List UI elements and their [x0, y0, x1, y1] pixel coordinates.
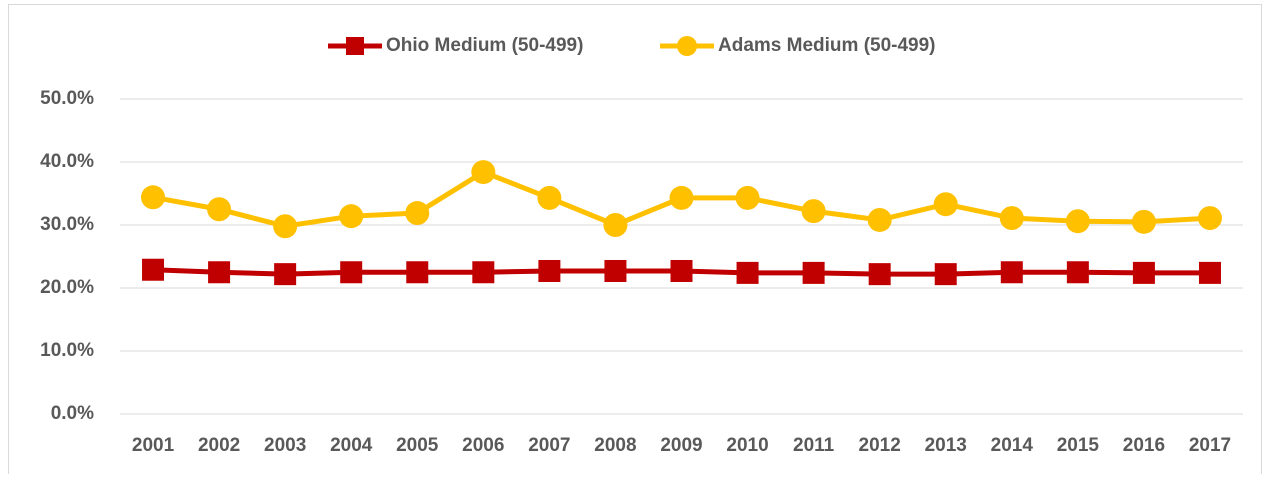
marker [208, 261, 231, 284]
y-tick-label: 10.0% [40, 340, 94, 361]
marker [339, 204, 364, 229]
marker [1000, 261, 1023, 284]
marker [670, 259, 693, 282]
x-tick-label: 2003 [264, 435, 306, 456]
marker [207, 197, 232, 222]
x-tick-label: 2007 [528, 435, 570, 456]
marker [603, 213, 628, 237]
x-tick-label: 2006 [462, 435, 504, 456]
x-tick-label: 2009 [660, 435, 702, 456]
marker [1065, 209, 1090, 234]
x-tick-label: 2001 [132, 435, 175, 456]
marker [273, 214, 298, 239]
marker [801, 199, 826, 224]
marker [405, 201, 430, 226]
legend-marker [677, 36, 697, 56]
x-tick-label: 2017 [1189, 435, 1231, 456]
marker [934, 263, 957, 286]
marker [1132, 261, 1155, 284]
marker [669, 185, 694, 210]
marker [868, 263, 891, 286]
marker [406, 261, 429, 284]
marker [340, 261, 363, 284]
y-tick-label: 0.0% [51, 403, 94, 424]
x-tick-label: 2012 [859, 435, 901, 456]
marker [867, 207, 892, 232]
marker [1131, 209, 1156, 234]
legend-label: Adams Medium (50-499) [718, 35, 936, 56]
x-tick-label: 2005 [396, 435, 439, 456]
marker [802, 261, 825, 284]
y-tick-label: 20.0% [40, 277, 94, 298]
marker [538, 259, 561, 282]
x-tick-label: 2014 [991, 435, 1034, 456]
marker [472, 261, 495, 284]
marker [1066, 261, 1089, 284]
marker [933, 192, 958, 217]
x-tick-label: 2015 [1057, 435, 1100, 456]
legend-marker [346, 37, 364, 55]
marker [471, 160, 496, 185]
x-tick-label: 2004 [330, 435, 373, 456]
x-tick-label: 2013 [925, 435, 967, 456]
marker [537, 185, 562, 210]
marker [274, 263, 297, 286]
marker [999, 206, 1024, 231]
y-tick-label: 30.0% [40, 214, 94, 235]
y-tick-label: 40.0% [40, 151, 94, 172]
chart-frame [8, 4, 1262, 479]
marker [141, 185, 166, 210]
x-tick-label: 2011 [793, 435, 835, 456]
y-tick-label: 50.0% [40, 88, 94, 109]
x-tick-label: 2008 [594, 435, 636, 456]
marker [142, 258, 165, 281]
x-tick-label: 2002 [198, 435, 240, 456]
marker [736, 261, 759, 284]
marker [735, 185, 760, 210]
marker [604, 259, 627, 282]
x-tick-label: 2010 [726, 435, 768, 456]
x-tick-label: 2016 [1123, 435, 1165, 456]
marker [1197, 206, 1222, 231]
legend-label: Ohio Medium (50-499) [386, 35, 583, 56]
marker [1198, 261, 1221, 284]
